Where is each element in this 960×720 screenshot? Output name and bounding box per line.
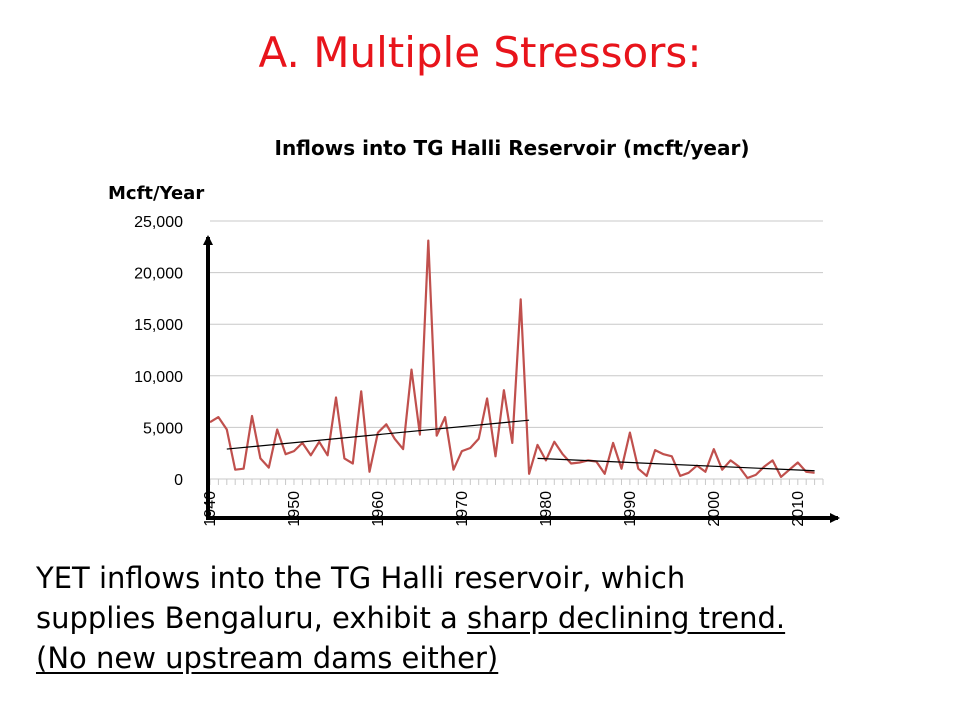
trend-line [537,457,815,472]
x-tick-label: 1990 [622,491,639,527]
y-tick-label: 25,000 [134,214,183,231]
x-tick-label: 1980 [538,491,555,527]
trend-line [226,419,530,450]
y-axis-label: Mcft/Year [108,183,204,204]
y-tick-label: 20,000 [134,266,183,283]
body-line-2: supplies Bengaluru, exhibit a sharp decl… [36,598,936,638]
x-tick-label: 1960 [370,491,387,527]
y-tick-label: 0 [174,472,183,489]
y-tick-label: 5,000 [143,420,183,437]
inflow-chart: Mcft/Year 0 5,000 10,000 15,000 20,000 25,000… [108,183,840,527]
series-line [209,239,815,480]
x-tick-label: 1970 [454,491,471,527]
y-tick-label: 10,000 [134,369,183,386]
x-tick-label: 1950 [286,491,303,527]
body-line-2-underlined: sharp declining trend. [467,601,786,635]
x-tick-label: 2000 [706,491,723,527]
x-tick-label: 2010 [790,491,807,527]
body-line-1: YET inflows into the TG Halli reservoir,… [36,561,686,595]
body-text: YET inflows into the TG Halli reservoir,… [36,558,936,678]
y-tick-label: 15,000 [134,317,183,334]
body-line-3: (No new upstream dams either) [36,641,499,675]
body-line-2-plain: supplies Bengaluru, exhibit a [36,601,468,635]
slide-title: A. Multiple Stressors: [258,28,702,77]
x-tick-label: 1940 [202,491,219,527]
chart-title: Inflows into TG Halli Reservoir (mcft/ye… [274,136,750,160]
